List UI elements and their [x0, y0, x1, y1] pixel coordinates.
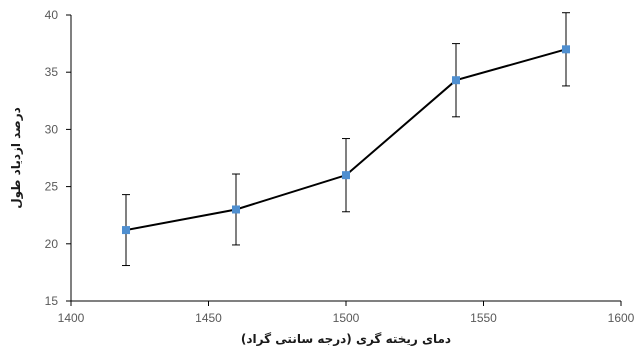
y-tick-label: 15	[45, 294, 59, 308]
y-axis-title: درصد ازدیاد طول	[9, 107, 24, 209]
y-tick-label: 25	[45, 180, 59, 194]
x-tick-label: 1600	[608, 311, 635, 325]
data-point	[232, 205, 240, 214]
plot-area: 1400 1450 1500 1550 1600 15 20 25 30 35 40	[45, 8, 635, 325]
data-point	[122, 226, 130, 235]
x-ticks: 1400 1450 1500 1550 1600	[58, 301, 635, 325]
data-point	[342, 171, 350, 180]
x-tick-label: 1450	[195, 311, 222, 325]
y-tick-label: 30	[45, 122, 59, 136]
y-tick-label: 20	[45, 237, 59, 251]
x-axis-title: دمای ریخته گری (درجه سانتی گراد)	[241, 332, 451, 346]
x-tick-label: 1400	[58, 311, 85, 325]
data-point	[562, 45, 570, 54]
y-ticks: 15 20 25 30 35 40	[45, 8, 71, 308]
error-bars	[122, 12, 570, 267]
x-tick-label: 1550	[470, 311, 497, 325]
y-tick-label: 35	[45, 65, 59, 79]
x-tick-label: 1500	[333, 311, 360, 325]
data-point	[452, 76, 460, 85]
y-tick-label: 40	[45, 8, 59, 22]
data-markers	[122, 45, 570, 235]
